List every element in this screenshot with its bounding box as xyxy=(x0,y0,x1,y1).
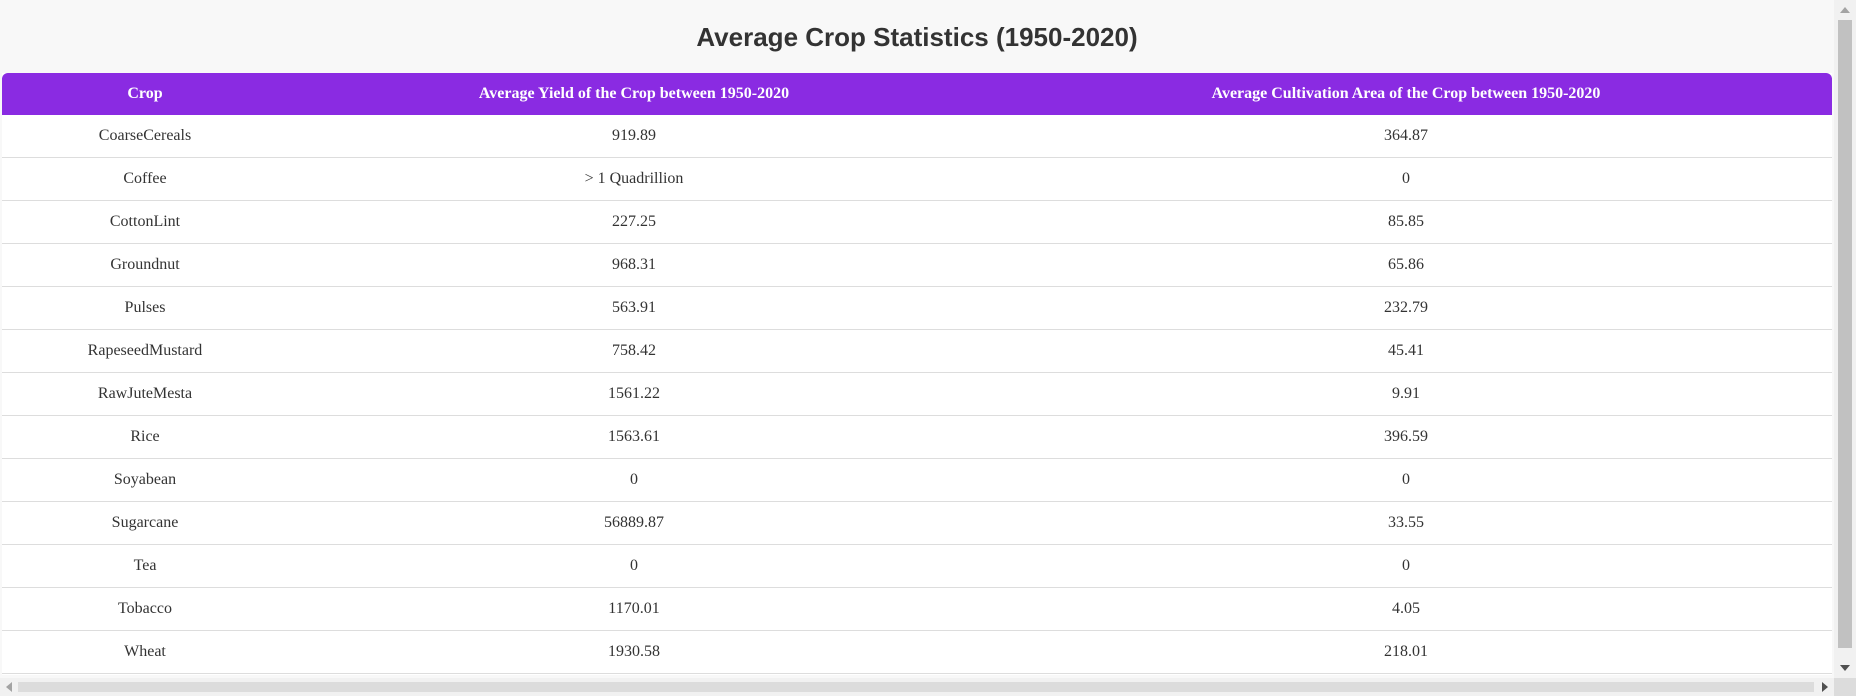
scroll-up-arrow-icon[interactable] xyxy=(1840,7,1850,13)
cell-crop: Tea xyxy=(2,544,288,588)
crop-statistics-table: Crop Average Yield of the Crop between 1… xyxy=(2,73,1832,674)
cell-crop: Sugarcane xyxy=(2,501,288,545)
table-row: RawJuteMesta 1561.22 9.91 xyxy=(2,372,1832,416)
cell-average-yield: 1930.58 xyxy=(288,630,980,674)
table-row: Pulses 563.91 232.79 xyxy=(2,286,1832,330)
cell-crop: Pulses xyxy=(2,286,288,330)
table-row: Wheat 1930.58 218.01 xyxy=(2,630,1832,674)
table-row: Sugarcane 56889.87 33.55 xyxy=(2,501,1832,545)
cell-crop: Tobacco xyxy=(2,587,288,631)
table-body: CoarseCereals 919.89 364.87 Coffee > 1 Quadr… xyxy=(2,115,1832,674)
cell-crop: Soyabean xyxy=(2,458,288,502)
cell-average-yield: 563.91 xyxy=(288,286,980,330)
cell-average-cultivation-area: 364.87 xyxy=(980,115,1832,158)
page-title: Average Crop Statistics (1950-2020) xyxy=(696,22,1138,52)
scroll-down-arrow-icon[interactable] xyxy=(1840,665,1850,671)
cell-average-yield: > 1 Quadrillion xyxy=(288,157,980,201)
column-header-average-yield: Average Yield of the Crop between 1950-2… xyxy=(478,85,790,102)
cell-average-yield: 1563.61 xyxy=(288,415,980,459)
cell-average-cultivation-area: 4.05 xyxy=(980,587,1832,631)
cell-average-cultivation-area: 218.01 xyxy=(980,630,1832,674)
table-row: Tea 0 0 xyxy=(2,544,1832,588)
cell-average-cultivation-area: 0 xyxy=(980,157,1832,201)
cell-average-yield: 1170.01 xyxy=(288,587,980,631)
cell-average-cultivation-area: 396.59 xyxy=(980,415,1832,459)
table-row: Coffee > 1 Quadrillion 0 xyxy=(2,157,1832,201)
column-header-average-cultivation-area: Average Cultivation Area of the Crop bet… xyxy=(1211,85,1601,102)
cell-average-yield: 0 xyxy=(288,544,980,588)
table-row: Rice 1563.61 396.59 xyxy=(2,415,1832,459)
table-row: Soyabean 0 0 xyxy=(2,458,1832,502)
horizontal-scrollbar-thumb[interactable] xyxy=(18,682,1814,692)
cell-crop: RawJuteMesta xyxy=(2,372,288,416)
table-row: Groundnut 968.31 65.86 xyxy=(2,243,1832,287)
table-header-row: Crop Average Yield of the Crop between 1… xyxy=(2,73,1832,115)
cell-average-cultivation-area: 0 xyxy=(980,544,1832,588)
cell-average-cultivation-area: 65.86 xyxy=(980,243,1832,287)
cell-average-yield: 227.25 xyxy=(288,200,980,244)
column-header-crop: Crop xyxy=(127,85,163,102)
cell-average-cultivation-area: 9.91 xyxy=(980,372,1832,416)
scroll-left-arrow-icon[interactable] xyxy=(6,682,12,692)
cell-crop: Coffee xyxy=(2,157,288,201)
cell-crop: Wheat xyxy=(2,630,288,674)
cell-crop: Groundnut xyxy=(2,243,288,287)
cell-crop: CottonLint xyxy=(2,200,288,244)
table-row: RapeseedMustard 758.42 45.41 xyxy=(2,329,1832,373)
horizontal-scrollbar[interactable] xyxy=(0,678,1834,696)
vertical-scrollbar[interactable] xyxy=(1834,0,1856,678)
cell-average-cultivation-area: 85.85 xyxy=(980,200,1832,244)
crop-table-container: Crop Average Yield of the Crop between 1… xyxy=(2,73,1832,675)
cell-average-cultivation-area: 232.79 xyxy=(980,286,1832,330)
cell-average-yield: 56889.87 xyxy=(288,501,980,545)
cell-average-cultivation-area: 33.55 xyxy=(980,501,1832,545)
vertical-scrollbar-thumb[interactable] xyxy=(1838,20,1852,648)
cell-average-cultivation-area: 0 xyxy=(980,458,1832,502)
cell-crop: CoarseCereals xyxy=(2,115,288,158)
table-row: CottonLint 227.25 85.85 xyxy=(2,200,1832,244)
scrollbar-corner xyxy=(1834,678,1856,696)
cell-average-cultivation-area: 45.41 xyxy=(980,329,1832,373)
table-row: Tobacco 1170.01 4.05 xyxy=(2,587,1832,631)
cell-average-yield: 0 xyxy=(288,458,980,502)
cell-average-yield: 968.31 xyxy=(288,243,980,287)
cell-crop: RapeseedMustard xyxy=(2,329,288,373)
table-row: CoarseCereals 919.89 364.87 xyxy=(2,115,1832,158)
scroll-right-arrow-icon[interactable] xyxy=(1822,682,1828,692)
cell-average-yield: 1561.22 xyxy=(288,372,980,416)
cell-average-yield: 758.42 xyxy=(288,329,980,373)
cell-average-yield: 919.89 xyxy=(288,115,980,158)
cell-crop: Rice xyxy=(2,415,288,459)
